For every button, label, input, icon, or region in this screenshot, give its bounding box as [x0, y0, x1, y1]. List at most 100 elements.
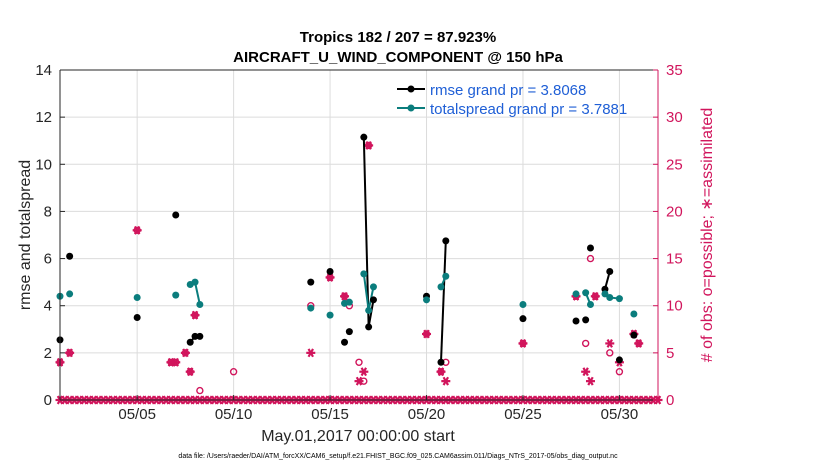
legend-rmse-marker: [407, 85, 415, 93]
obs-assimilated-marker-stroke: [592, 291, 599, 301]
rmse-point: [307, 278, 315, 286]
rmse-point: [186, 338, 194, 346]
rmse-point: [172, 211, 180, 219]
legend-spread-marker: [407, 104, 415, 112]
totalspread-point: [423, 296, 431, 304]
rmse-point: [369, 296, 377, 304]
obs-assimilated-marker-stroke: [606, 338, 613, 348]
obs-assimilated-marker: [585, 376, 595, 386]
obs-assimilated-marker: [436, 367, 446, 377]
totalspread-point: [369, 283, 377, 291]
obs-assimilated-marker: [180, 348, 190, 358]
totalspread-point: [196, 301, 204, 309]
totalspread-point: [582, 289, 590, 297]
y-tick-label: 14: [35, 62, 52, 79]
obs-assimilated-marker-stroke: [582, 367, 589, 377]
obs-assimilated-marker-stroke: [355, 376, 363, 386]
totalspread-point: [572, 290, 580, 298]
y-right-tick-label: 0: [666, 392, 674, 409]
rmse-point: [519, 315, 527, 323]
obs-assimilated-marker: [634, 338, 644, 348]
y-tick-label: 6: [44, 251, 52, 268]
obs-assimilated-marker-stroke: [437, 367, 445, 377]
obs-assimilated-marker-stroke: [635, 338, 642, 348]
obs-assimilated-marker: [306, 348, 316, 358]
y-right-tick-label: 35: [666, 62, 683, 79]
obs-possible-marker: [581, 339, 590, 348]
series-layer: [56, 133, 638, 366]
totalspread-point: [326, 311, 334, 319]
totalspread-point: [601, 290, 609, 298]
legend-spread-label: totalspread grand pr = 3.7881: [430, 101, 627, 118]
y-right-tick-label: 30: [666, 109, 683, 126]
totalspread-point: [191, 278, 199, 286]
plot-area: [60, 70, 658, 400]
obs-assimilated-marker-stroke: [172, 357, 179, 367]
rmse-point: [437, 358, 445, 366]
grid-layer: [60, 70, 658, 400]
obs-assimilated-marker-stroke: [187, 367, 194, 377]
obs-assimilated-marker: [354, 376, 364, 386]
x-axis-label: May.01,2017 00:00:00 start: [261, 428, 455, 445]
rmse-line-segment: [439, 240, 447, 363]
obs-assimilated-marker: [65, 348, 75, 358]
rmse-point: [582, 316, 590, 324]
y-tick-label: 10: [35, 156, 52, 173]
totalspread-point: [345, 298, 353, 306]
totalspread-point: [442, 272, 450, 280]
obs-assimilated-marker: [359, 367, 369, 377]
legend-rmse-label: rmse grand pr = 3.8068: [430, 82, 586, 99]
rmse-point: [326, 268, 334, 276]
rmse-point: [442, 237, 450, 245]
rmse-point: [341, 338, 349, 346]
x-tick-label: 05/15: [311, 406, 349, 423]
rmse-point: [345, 328, 353, 336]
footer-data-file: data file: /Users/raeder/DAI/ATM_forcXX/…: [178, 453, 618, 460]
obs-assimilated-marker: [340, 291, 350, 301]
totalspread-point: [586, 301, 594, 309]
obs-assimilated-marker: [132, 225, 142, 235]
obs-possible-marker: [196, 386, 204, 395]
x-tick-label: 05/20: [408, 406, 446, 423]
y-right-tick-label: 10: [666, 298, 683, 315]
obs-assimilated-marker-stroke: [182, 348, 189, 358]
x-tick-label: 05/10: [215, 406, 253, 423]
obs-assimilated-marker: [190, 310, 200, 320]
obs-assimilated-marker-stroke: [326, 272, 334, 282]
obs-assimilated-marker: [518, 338, 528, 348]
chart-title: Tropics 182 / 207 = 87.923%: [300, 29, 496, 46]
obs-assimilated-marker: [590, 291, 600, 301]
y-axis-right-label: # of obs: o=possible; ∗=assimilated: [699, 108, 716, 362]
y-right-tick-label: 20: [666, 203, 683, 220]
totalspread-point: [66, 290, 74, 298]
totalspread-point: [437, 283, 445, 291]
rmse-point: [606, 268, 614, 276]
obs-assimilated-marker-stroke: [341, 291, 348, 301]
obs-assimilated-marker: [441, 376, 451, 386]
obs-assimilated-marker: [605, 338, 615, 348]
rmse-point: [66, 252, 74, 260]
obs-assimilated-marker: [185, 367, 195, 377]
totalspread-point: [133, 293, 141, 301]
obs-assimilated-marker-stroke: [307, 348, 314, 358]
totalspread-point: [360, 270, 368, 278]
rmse-point: [630, 331, 638, 339]
obs-assimilated-marker-stroke: [423, 329, 430, 339]
y-tick-label: 12: [35, 109, 52, 126]
obs-possible-marker: [355, 358, 363, 366]
rmse-point: [133, 314, 141, 321]
y-right-tick-label: 25: [666, 156, 683, 173]
obs-possible-marker: [615, 368, 624, 376]
y-tick-label: 8: [44, 203, 52, 220]
rmse-point: [572, 317, 580, 325]
obs-assimilated-marker: [364, 140, 374, 150]
y-tick-label: 4: [44, 298, 52, 315]
tick-layer: 05/05 05/10 05/15 05/20 05/25 05/30 0 2 4 6 8 10 12 1…: [35, 62, 682, 423]
rmse-point: [360, 133, 368, 141]
rmse-point: [191, 332, 199, 340]
obs-assimilated-marker: [581, 367, 591, 377]
rmse-point: [586, 244, 594, 252]
totalspread-point: [606, 293, 614, 301]
chart-subtitle: AIRCRAFT_U_WIND_COMPONENT @ 150 hPa: [233, 49, 563, 66]
